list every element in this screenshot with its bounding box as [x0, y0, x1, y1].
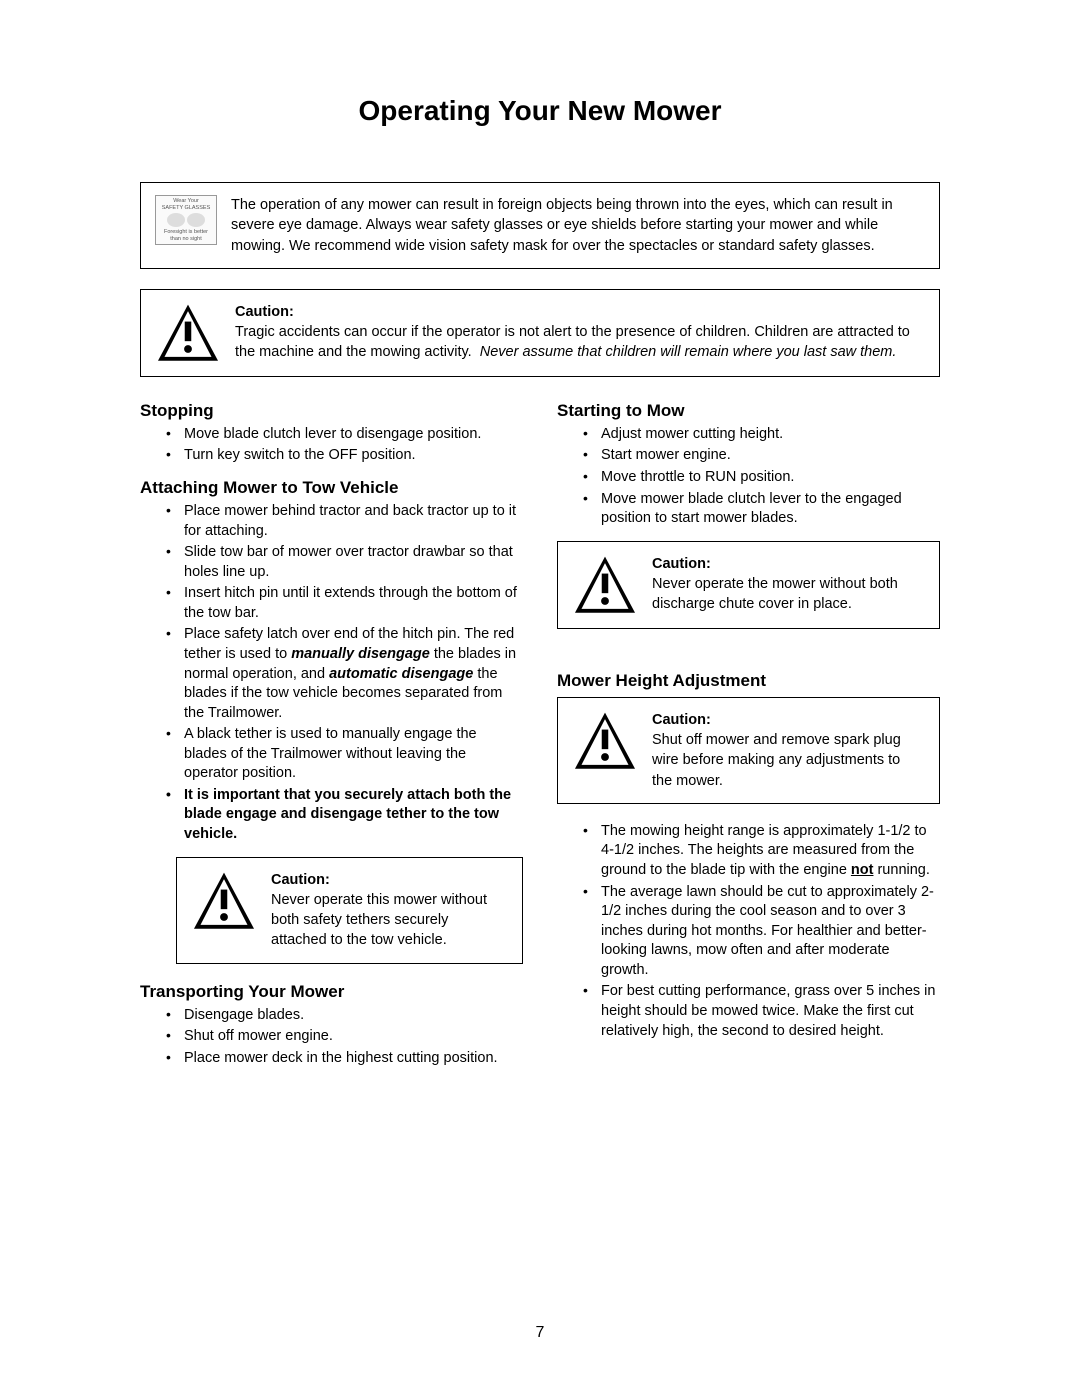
list-item: Move blade clutch lever to disengage pos… [184, 425, 523, 445]
caution-text: Never operate the mower without both dis… [652, 576, 898, 612]
warning-triangle-icon [572, 554, 638, 616]
list-item: Start mower engine. [601, 446, 940, 466]
glasses-graphic [156, 213, 216, 227]
list-item: Adjust mower cutting height. [601, 425, 940, 445]
chute-caution-box: Caution: Never operate the mower without… [557, 541, 940, 629]
stopping-list: Move blade clutch lever to disengage pos… [140, 425, 523, 466]
stopping-heading: Stopping [140, 401, 523, 421]
list-item: Move mower blade clutch lever to the eng… [601, 490, 940, 529]
caution-italic: Never assume that children will remain w… [480, 344, 897, 360]
list-item: The average lawn should be cut to approx… [601, 883, 940, 981]
starting-list: Adjust mower cutting height. Start mower… [557, 425, 940, 529]
height-list: The mowing height range is approximately… [557, 822, 940, 1041]
icon-text-bot1: Foresight is better [156, 229, 216, 236]
list-item: Place mower behind tractor and back trac… [184, 502, 523, 541]
safety-box-text: The operation of any mower can result in… [231, 195, 921, 256]
warning-triangle-icon [572, 710, 638, 772]
list-item: Turn key switch to the OFF position. [184, 446, 523, 466]
page-number: 7 [0, 1324, 1080, 1342]
attaching-heading: Attaching Mower to Tow Vehicle [140, 478, 523, 498]
caution-content: Caution: Never operate this mower withou… [271, 870, 504, 951]
left-column: Stopping Move blade clutch lever to dise… [140, 395, 523, 1081]
icon-text-top: Wear Your [156, 198, 216, 205]
page-title: Operating Your New Mower [140, 95, 940, 127]
list-item: Place safety latch over end of the hitch… [184, 625, 523, 723]
caution-label: Caution: [652, 556, 711, 572]
manual-page: Operating Your New Mower Wear Your SAFET… [0, 0, 1080, 1120]
caution-content: Caution: Never operate the mower without… [652, 554, 921, 615]
list-item: The mowing height range is approximately… [601, 822, 940, 881]
icon-text-mid: SAFETY GLASSES [156, 205, 216, 212]
transporting-heading: Transporting Your Mower [140, 982, 523, 1002]
height-heading: Mower Height Adjustment [557, 671, 940, 691]
list-item: For best cutting performance, grass over… [601, 982, 940, 1041]
tether-caution-box: Caution: Never operate this mower withou… [176, 857, 523, 964]
list-item: Slide tow bar of mower over tractor draw… [184, 543, 523, 582]
list-item: Disengage blades. [184, 1006, 523, 1026]
warning-triangle-icon [155, 302, 221, 364]
right-column: Starting to Mow Adjust mower cutting hei… [557, 395, 940, 1081]
list-item: A black tether is used to manually engag… [184, 725, 523, 784]
caution-label: Caution: [271, 872, 330, 888]
starting-heading: Starting to Mow [557, 401, 940, 421]
caution-label: Caution: [652, 712, 711, 728]
caution-content: Caution: Shut off mower and remove spark… [652, 710, 921, 791]
caution-content: Caution: Tragic accidents can occur if t… [235, 302, 921, 363]
list-item: Shut off mower engine. [184, 1027, 523, 1047]
safety-glasses-icon: Wear Your SAFETY GLASSES Foresight is be… [155, 195, 217, 245]
adjustment-caution-box: Caution: Shut off mower and remove spark… [557, 697, 940, 804]
list-item: It is important that you securely attach… [184, 786, 523, 845]
caution-text: Shut off mower and remove spark plug wir… [652, 732, 901, 789]
safety-glasses-warning-box: Wear Your SAFETY GLASSES Foresight is be… [140, 182, 940, 269]
caution-text: Never operate this mower without both sa… [271, 892, 487, 949]
children-caution-box: Caution: Tragic accidents can occur if t… [140, 289, 940, 377]
list-item: Insert hitch pin until it extends throug… [184, 584, 523, 623]
icon-text-bot2: than no sight [156, 236, 216, 243]
list-item: Move throttle to RUN position. [601, 468, 940, 488]
caution-label: Caution: [235, 304, 294, 320]
attaching-list: Place mower behind tractor and back trac… [140, 502, 523, 845]
warning-triangle-icon [191, 870, 257, 932]
two-column-layout: Stopping Move blade clutch lever to dise… [140, 395, 940, 1081]
list-item: Place mower deck in the highest cutting … [184, 1049, 523, 1069]
transporting-list: Disengage blades. Shut off mower engine.… [140, 1006, 523, 1069]
